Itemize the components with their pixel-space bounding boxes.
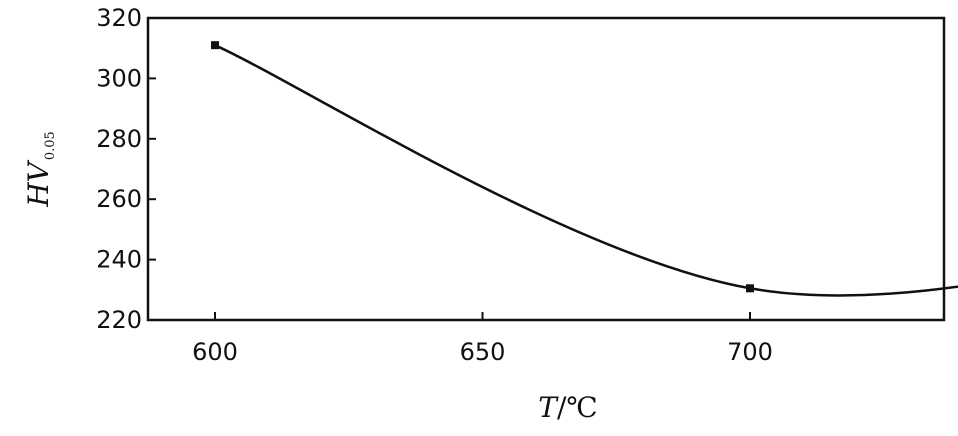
series-markers: [211, 41, 754, 293]
y-tick-label: 260: [96, 185, 142, 213]
y-axis-label-symbol: HV: [22, 159, 55, 207]
y-tick-label: 300: [96, 64, 142, 92]
y-tick-label: 240: [96, 246, 142, 274]
x-tick-label: 650: [460, 338, 506, 366]
y-tick-label: 280: [96, 125, 142, 153]
data-point: [211, 41, 219, 50]
x-tick-label: 600: [192, 338, 238, 366]
data-point: [746, 284, 754, 293]
y-axis-label: HV0.05: [22, 131, 58, 208]
y-axis-ticks: 220 240 260 280 300 320: [96, 4, 156, 334]
x-axis-ticks: 600650700750800850: [192, 312, 773, 366]
plot-frame: [146, 16, 946, 322]
series-line: [214, 44, 958, 297]
x-axis-label: T/℃: [538, 391, 597, 424]
x-tick-label: 700: [727, 338, 773, 366]
x-axis-label-unit: /℃: [557, 391, 598, 424]
y-tick-label: 220: [96, 306, 142, 334]
y-tick-label: 320: [96, 4, 142, 32]
x-axis-label-symbol: T: [538, 391, 559, 424]
y-axis-label-subscript: 0.05: [43, 131, 58, 160]
